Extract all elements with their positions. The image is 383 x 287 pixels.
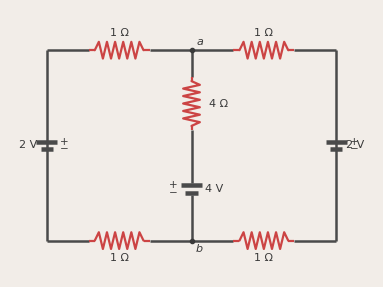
Text: +: + <box>350 137 358 147</box>
Text: 1 Ω: 1 Ω <box>110 28 129 38</box>
Text: −: − <box>60 144 69 154</box>
Text: +: + <box>169 181 178 190</box>
Text: 1 Ω: 1 Ω <box>254 253 273 263</box>
Text: 1 Ω: 1 Ω <box>110 253 129 263</box>
Text: b: b <box>196 244 203 254</box>
Text: 2 V: 2 V <box>346 140 364 150</box>
Text: −: − <box>169 188 178 198</box>
Text: 4 Ω: 4 Ω <box>209 98 228 108</box>
Text: +: + <box>60 137 69 147</box>
Text: a: a <box>196 37 203 47</box>
Text: 2 V: 2 V <box>19 140 37 150</box>
Text: −: − <box>350 144 358 154</box>
Text: 4 V: 4 V <box>205 184 223 194</box>
Text: 1 Ω: 1 Ω <box>254 28 273 38</box>
